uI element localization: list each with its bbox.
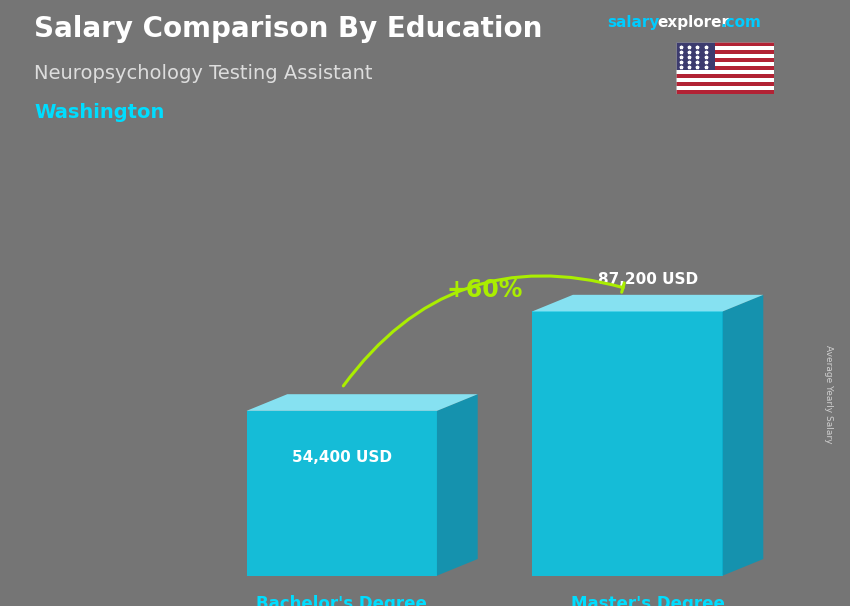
Polygon shape [532,311,722,576]
Text: Salary Comparison By Education: Salary Comparison By Education [34,15,542,43]
Text: explorer: explorer [657,15,729,30]
Text: 54,400 USD: 54,400 USD [292,450,392,465]
Text: +60%: +60% [446,278,523,302]
Bar [676,42,774,47]
Text: Neuropsychology Testing Assistant: Neuropsychology Testing Assistant [34,64,372,82]
Polygon shape [437,394,478,576]
Polygon shape [532,295,763,311]
Text: salary: salary [608,15,660,30]
Polygon shape [722,295,763,576]
Polygon shape [246,411,437,576]
Bar [676,86,774,90]
Bar [676,74,774,78]
Text: 87,200 USD: 87,200 USD [598,272,698,287]
Text: Average Yearly Salary: Average Yearly Salary [824,345,833,443]
Bar [676,55,774,58]
Bar [676,42,715,70]
Text: Washington: Washington [34,103,164,122]
Bar [676,47,774,50]
Polygon shape [246,394,478,411]
Bar [676,62,774,66]
Bar [676,70,774,74]
Bar [676,78,774,82]
Bar [676,66,774,70]
Bar [676,90,774,94]
Bar [676,58,774,62]
Bar [676,50,774,55]
Bar [676,82,774,86]
Text: .com: .com [721,15,762,30]
Text: Master's Degree: Master's Degree [570,595,725,606]
Text: Bachelor's Degree: Bachelor's Degree [256,595,428,606]
